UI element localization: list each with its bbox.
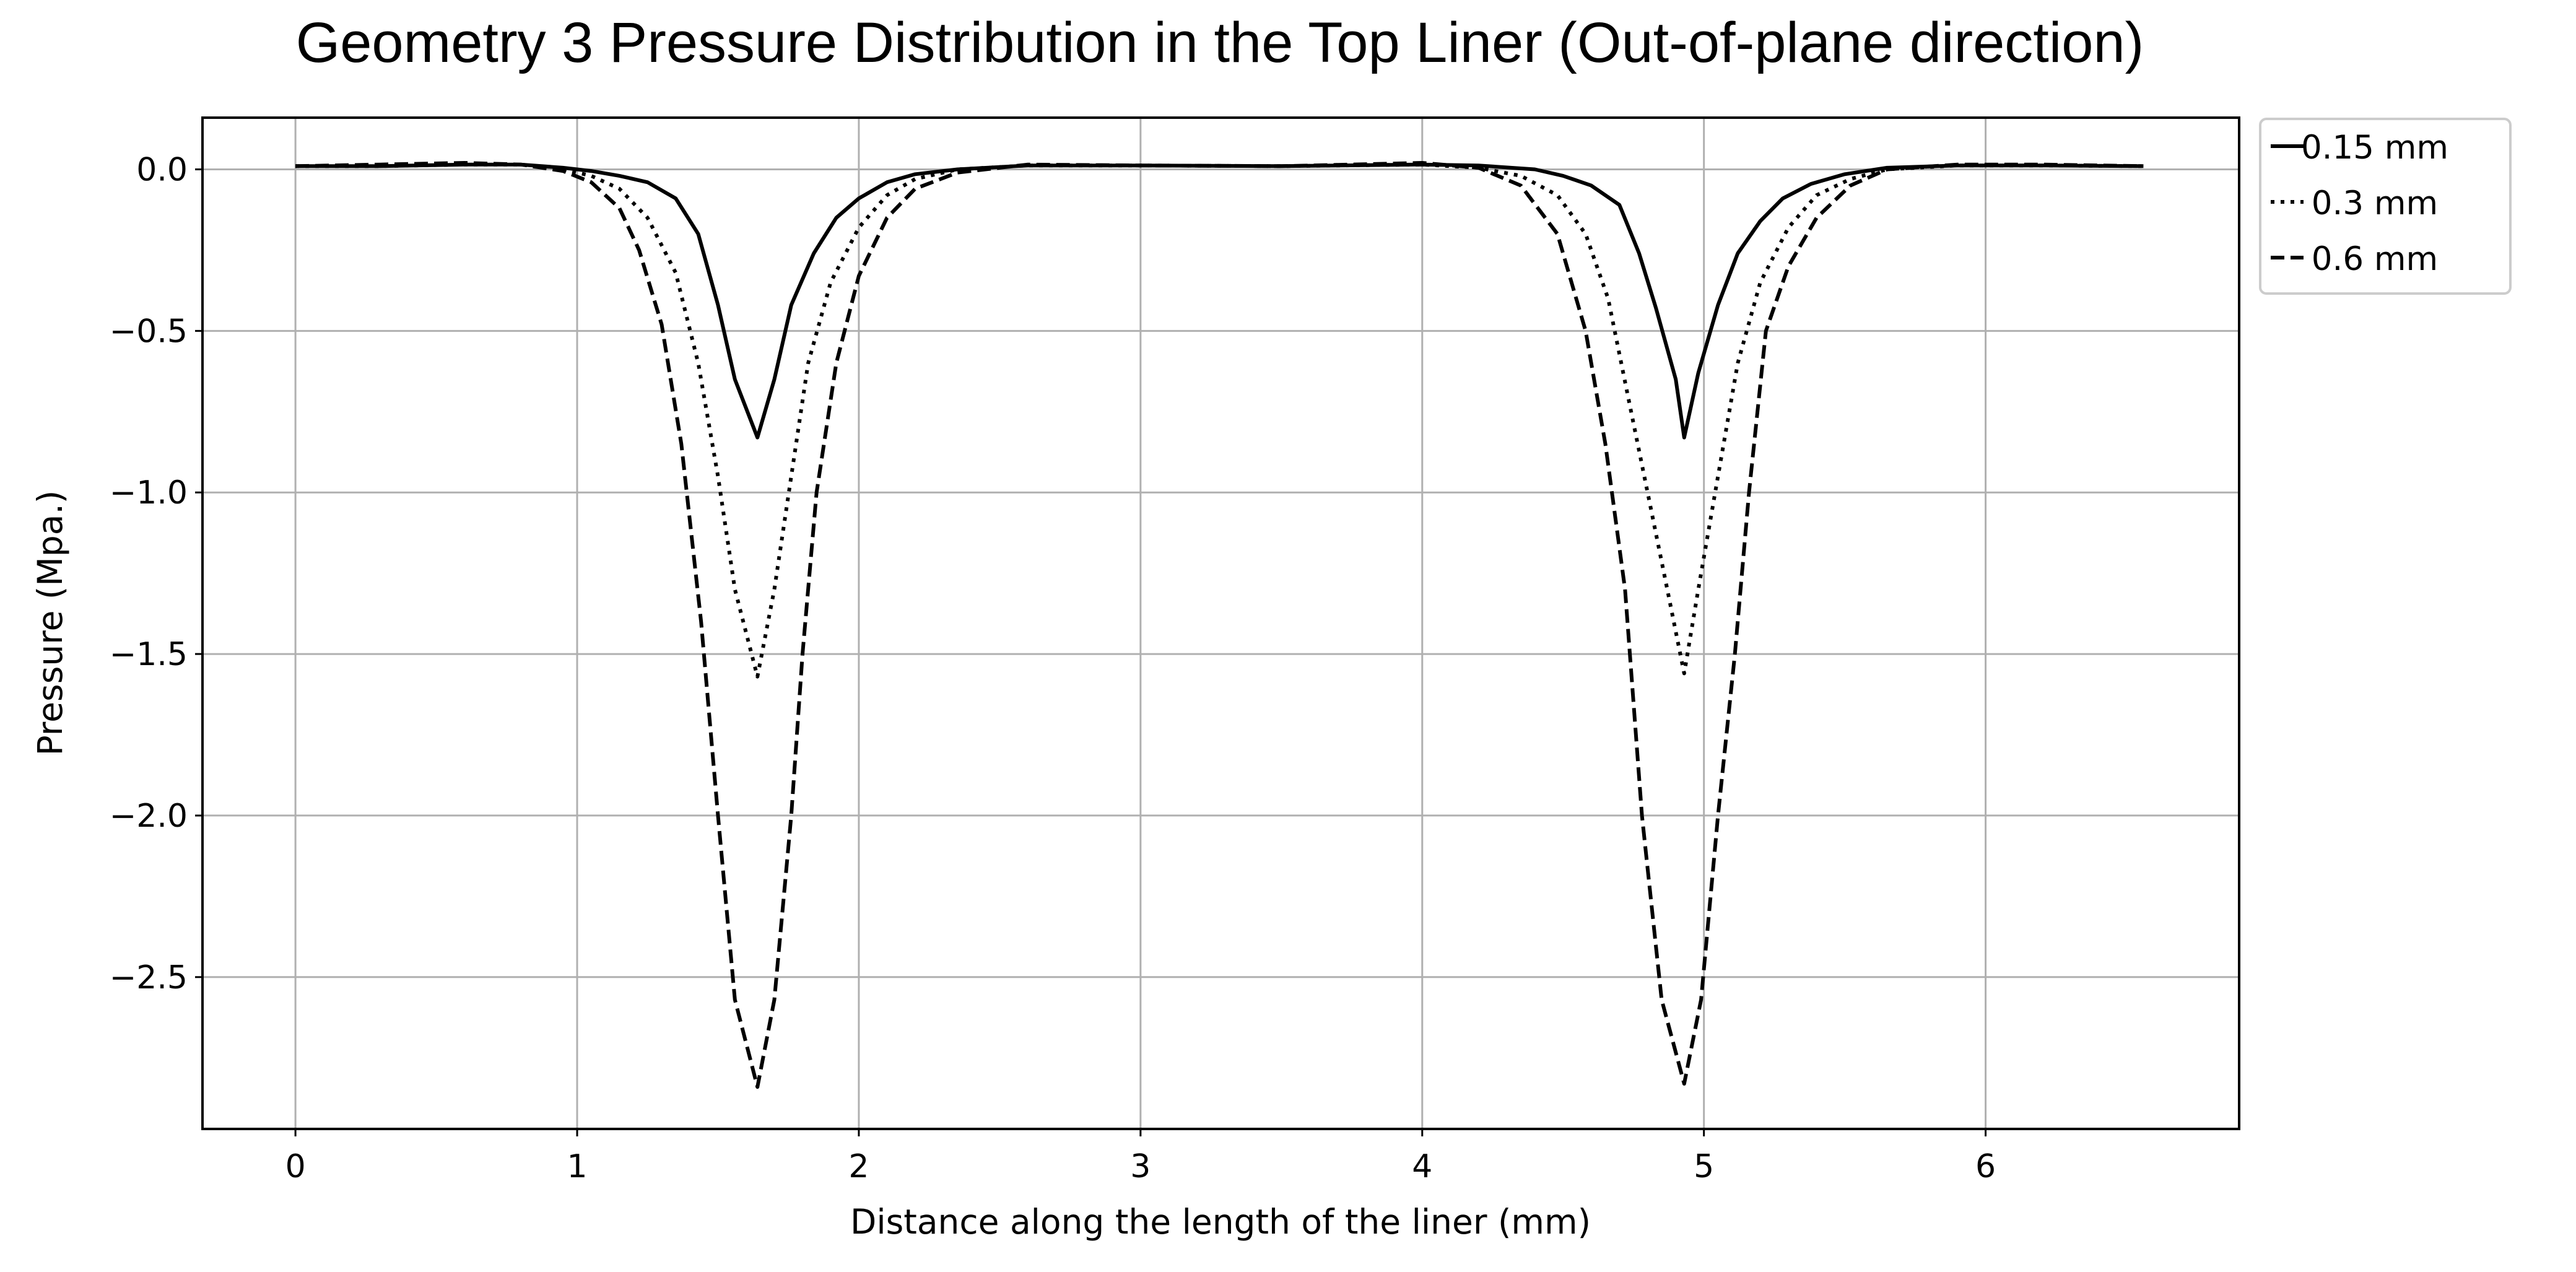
y-tick-label: −1.0	[110, 474, 188, 512]
x-axis-label: Distance along the length of the liner (…	[850, 1202, 1591, 1242]
legend-label-0-6-mm: 0.6 mm	[2312, 240, 2438, 278]
plot-frame	[201, 116, 2240, 1130]
y-axis: 0.0 −0.5 −1.0 −1.5 −2.0 −2.5	[110, 151, 202, 996]
chart-title: Geometry 3 Pressure Distribution in the …	[296, 11, 2144, 74]
x-tick-label: 5	[1694, 1148, 1714, 1185]
y-tick-label: −2.5	[110, 959, 188, 996]
x-tick-label: 3	[1130, 1148, 1151, 1185]
x-tick-label: 0	[285, 1148, 306, 1185]
grid-layer	[202, 118, 2239, 1129]
series-layer	[295, 161, 2144, 1089]
legend: 0.15 mm 0.3 mm 0.6 mm	[2259, 118, 2512, 295]
y-axis-label: Pressure (Mpa.)	[30, 490, 70, 756]
series-line-0-6-mm	[295, 161, 2144, 1089]
x-tick-label: 1	[567, 1148, 587, 1185]
legend-box	[2259, 118, 2512, 295]
x-tick-label: 2	[848, 1148, 869, 1185]
series-line-0-3-mm	[295, 162, 2144, 679]
y-tick-label: −2.0	[110, 798, 188, 835]
x-axis: 0 1 2 3 4 5 6	[285, 1129, 1996, 1185]
series-line-0-15-mm	[295, 162, 2144, 440]
y-tick-label: −0.5	[110, 313, 188, 350]
y-tick-label: 0.0	[136, 151, 188, 188]
legend-label-0-3-mm: 0.3 mm	[2312, 185, 2438, 222]
x-tick-label: 6	[1975, 1148, 1996, 1185]
x-tick-label: 4	[1412, 1148, 1432, 1185]
legend-label-0-15-mm: 0.15 mm	[2301, 129, 2448, 167]
y-tick-label: −1.5	[110, 636, 188, 673]
